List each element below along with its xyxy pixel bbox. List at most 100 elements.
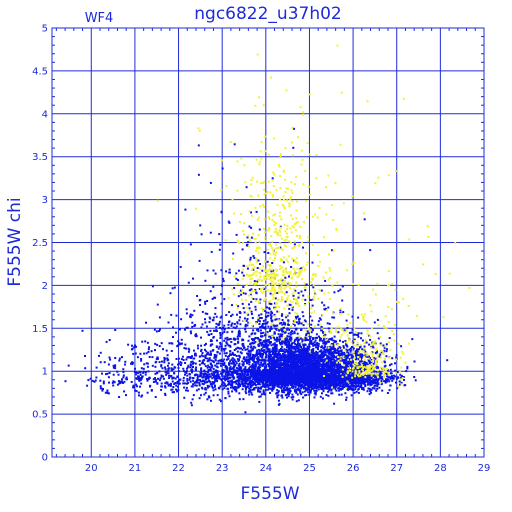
data-point bbox=[300, 365, 303, 368]
data-point bbox=[308, 343, 311, 346]
data-point bbox=[385, 355, 388, 358]
data-point bbox=[293, 388, 296, 391]
data-point bbox=[302, 358, 305, 361]
data-point bbox=[328, 373, 331, 376]
data-point bbox=[322, 387, 325, 390]
data-point bbox=[351, 346, 353, 348]
data-point bbox=[259, 317, 262, 319]
data-point bbox=[241, 381, 244, 384]
data-point bbox=[318, 317, 321, 320]
data-point bbox=[289, 363, 292, 366]
data-point bbox=[249, 369, 252, 371]
data-point bbox=[322, 359, 325, 362]
data-point bbox=[263, 383, 266, 386]
data-point bbox=[301, 366, 304, 369]
data-point bbox=[238, 398, 241, 401]
data-point bbox=[353, 338, 356, 341]
data-point bbox=[328, 350, 331, 353]
data-point bbox=[374, 370, 377, 373]
data-point bbox=[385, 378, 387, 381]
data-point bbox=[373, 387, 376, 390]
data-point bbox=[345, 376, 348, 379]
data-point bbox=[271, 365, 273, 368]
data-point bbox=[260, 363, 262, 366]
data-point bbox=[307, 345, 310, 348]
data-point bbox=[305, 358, 308, 360]
data-point bbox=[292, 375, 295, 378]
data-point bbox=[330, 373, 333, 376]
data-point bbox=[299, 342, 301, 345]
data-point bbox=[313, 356, 316, 359]
data-point bbox=[203, 380, 206, 383]
data-point bbox=[316, 363, 319, 366]
data-point bbox=[324, 343, 327, 345]
data-point bbox=[279, 350, 282, 352]
data-point bbox=[365, 380, 368, 383]
data-point bbox=[357, 387, 360, 390]
data-point bbox=[233, 369, 236, 372]
data-point bbox=[266, 321, 269, 324]
data-point bbox=[268, 364, 271, 367]
data-point bbox=[338, 393, 341, 396]
data-point bbox=[370, 383, 373, 386]
data-point bbox=[350, 331, 353, 334]
data-point bbox=[267, 344, 270, 347]
data-point bbox=[320, 387, 323, 390]
data-point bbox=[237, 386, 240, 389]
data-point bbox=[303, 351, 306, 354]
data-point bbox=[353, 380, 356, 383]
data-point bbox=[337, 389, 340, 392]
data-point bbox=[292, 362, 295, 365]
data-point bbox=[373, 374, 376, 377]
data-point bbox=[338, 384, 341, 387]
data-point bbox=[347, 386, 350, 389]
data-point bbox=[368, 343, 371, 346]
data-point bbox=[299, 382, 302, 385]
data-point bbox=[212, 389, 215, 392]
data-point bbox=[413, 376, 416, 378]
data-point bbox=[332, 364, 335, 367]
data-point bbox=[226, 338, 229, 341]
data-point bbox=[277, 358, 280, 361]
data-point bbox=[288, 345, 291, 348]
data-point bbox=[217, 362, 220, 365]
data-point bbox=[380, 376, 383, 379]
data-point bbox=[323, 353, 326, 356]
data-point bbox=[346, 349, 349, 352]
blue-star-points bbox=[64, 127, 449, 414]
data-point bbox=[224, 354, 227, 357]
data-point bbox=[311, 378, 314, 381]
data-point bbox=[324, 382, 327, 385]
data-point bbox=[321, 363, 323, 366]
data-point bbox=[349, 364, 352, 367]
data-point bbox=[316, 344, 319, 347]
data-point bbox=[305, 387, 308, 390]
data-point bbox=[263, 374, 266, 377]
data-point bbox=[241, 348, 244, 351]
data-point bbox=[273, 386, 276, 389]
data-point bbox=[267, 359, 270, 362]
data-point bbox=[321, 384, 324, 387]
data-point bbox=[348, 348, 351, 351]
data-point bbox=[203, 393, 206, 396]
data-point bbox=[389, 368, 392, 371]
data-point bbox=[274, 382, 277, 385]
data-point bbox=[340, 387, 342, 390]
data-point bbox=[344, 360, 347, 363]
data-point bbox=[236, 358, 239, 361]
data-point bbox=[355, 333, 358, 336]
data-point bbox=[385, 379, 388, 382]
data-point bbox=[274, 349, 277, 352]
data-point bbox=[290, 346, 293, 349]
data-point bbox=[267, 380, 270, 383]
data-point bbox=[345, 385, 348, 388]
data-point bbox=[284, 359, 287, 362]
data-point bbox=[323, 349, 326, 352]
data-point bbox=[340, 349, 343, 352]
data-point bbox=[270, 367, 273, 370]
data-point bbox=[318, 369, 320, 372]
data-point bbox=[350, 356, 353, 359]
data-point bbox=[313, 361, 316, 364]
data-point bbox=[287, 369, 290, 371]
data-point bbox=[288, 328, 291, 331]
